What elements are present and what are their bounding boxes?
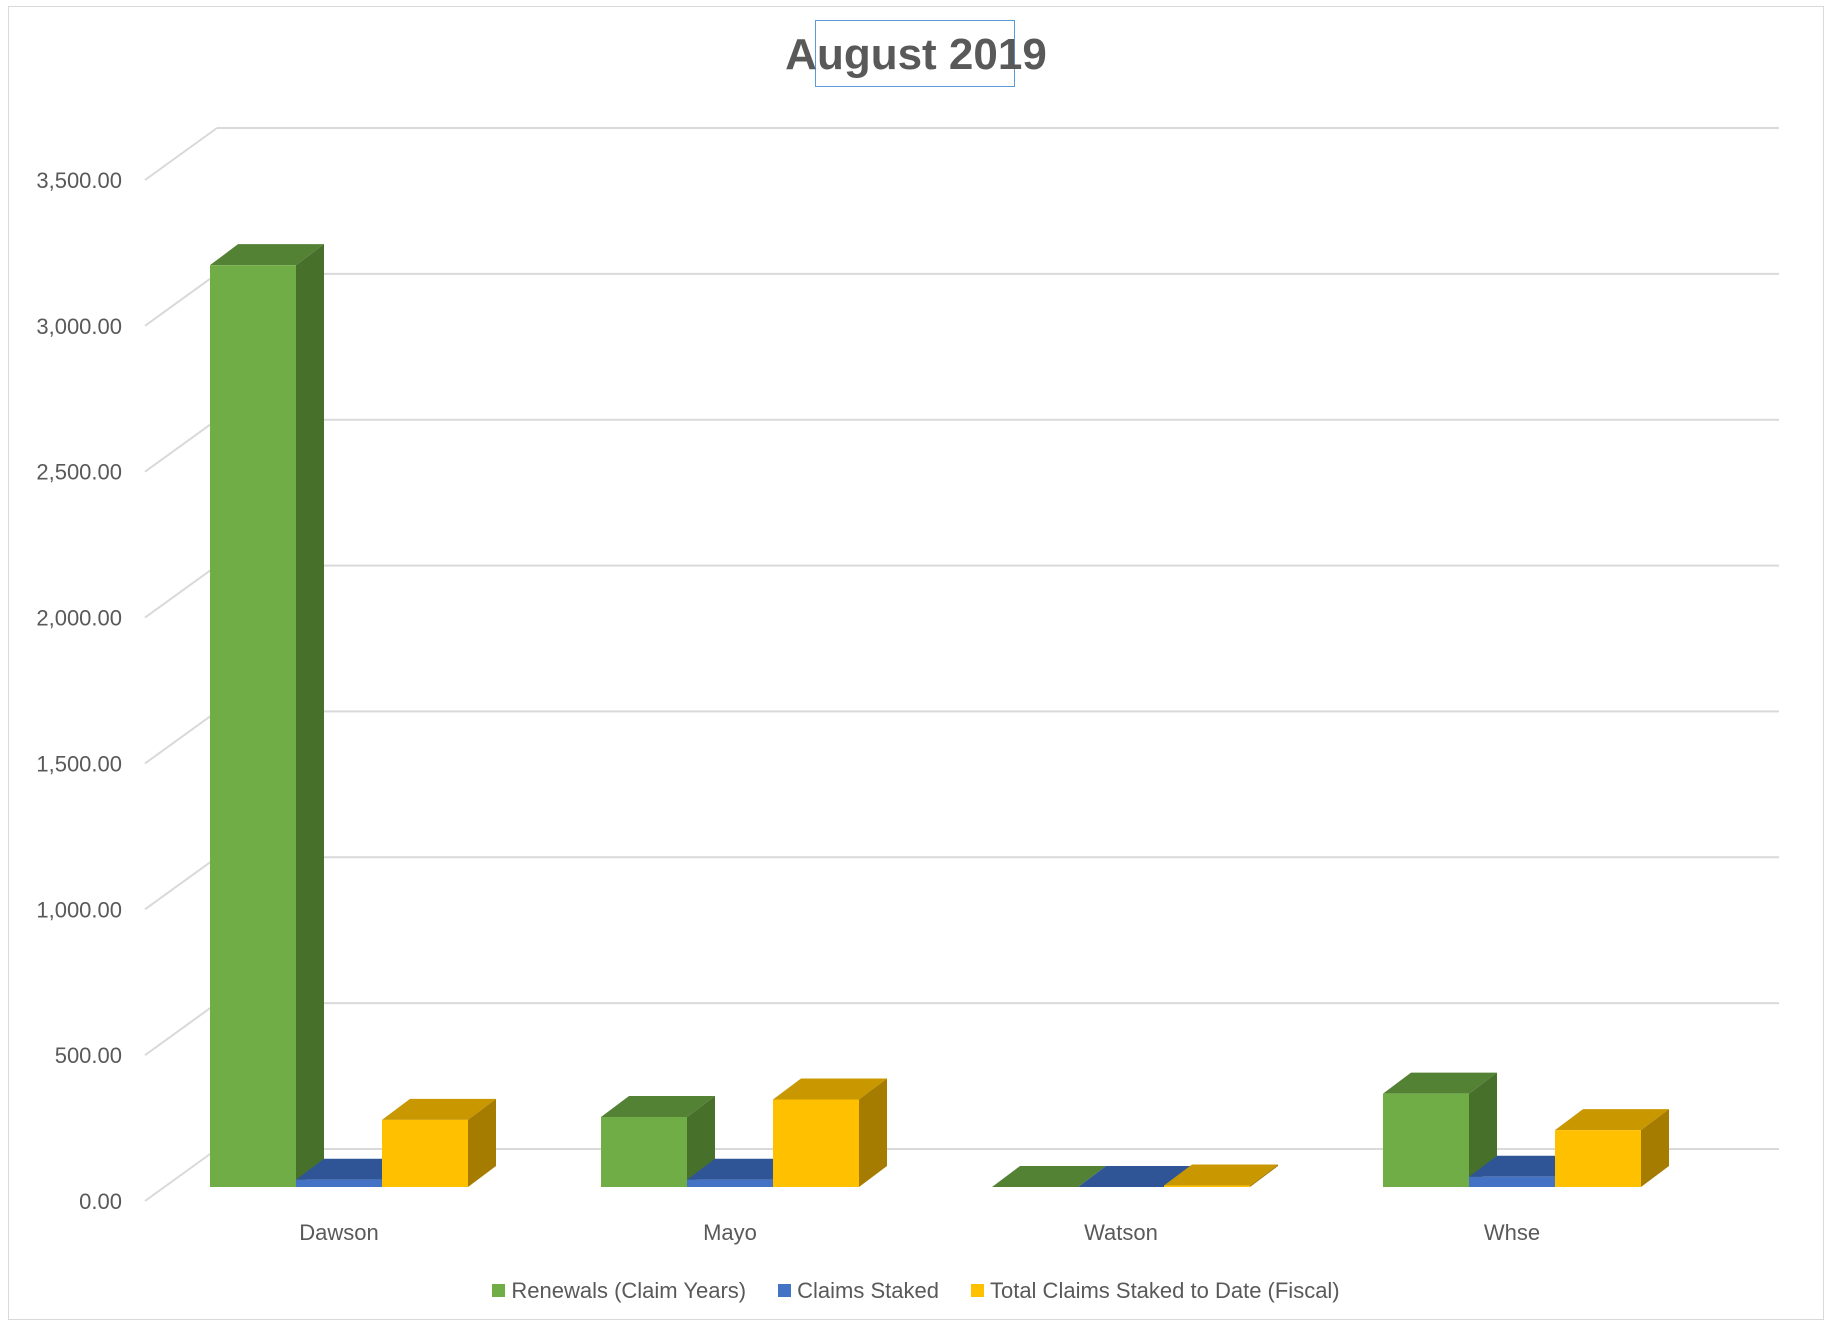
bar-top-face [1555,1109,1669,1131]
bar-dawson-1[interactable] [210,244,324,1187]
x-tick-label: Mayo [703,1220,757,1245]
legend-swatch [970,1284,984,1297]
bar-mayo-1[interactable] [601,1095,715,1187]
bars [210,244,1669,1187]
gridline-diagonal [144,418,218,473]
x-tick-label: Whse [1484,1220,1540,1245]
bar-side-face [859,1078,887,1187]
bar-front-face [687,1179,773,1187]
bar-top-face [773,1078,887,1100]
legend: Renewals (Claim Years) Claims Staked Total… [0,1277,1832,1304]
bar-top-face [1383,1072,1497,1094]
x-tick-label: Watson [1084,1220,1158,1245]
bar-watson-2[interactable] [1078,1166,1192,1187]
bar-mayo-3[interactable] [773,1078,887,1187]
legend-item-2[interactable]: Claims Staked [778,1278,939,1304]
gridline-diagonal [144,273,218,327]
bar-top-face [210,244,324,266]
bar-front-face [210,265,296,1187]
bar-front-face [1469,1176,1555,1187]
gridlines [144,127,1779,1202]
bar-watson-3[interactable] [1164,1164,1278,1187]
bar-whse-1[interactable] [1383,1072,1497,1187]
chart-title[interactable]: August 2019 [785,30,1047,79]
gridline-diagonal [144,564,218,619]
y-tick-label: 500.00 [55,1043,122,1068]
bar-watson-1[interactable] [992,1166,1106,1187]
legend-label: Total Claims Staked to Date (Fiscal) [989,1277,1340,1303]
y-tick-label: 2,500.00 [36,460,122,485]
bar-top-face [1164,1164,1278,1186]
bar-top-face [1078,1166,1192,1187]
bar-side-face [1250,1164,1278,1187]
gridline-diagonal [144,710,218,765]
legend-swatch [492,1284,506,1297]
y-axis-labels: 0.00 500.00 1,000.00 1,500.00 2,000.00 2,500.… [36,168,122,1214]
legend-swatch [778,1284,792,1297]
bar-side-face [468,1098,496,1187]
y-tick-label: 0.00 [79,1189,122,1214]
gridline-diagonal [144,127,218,181]
bar-top-face [1469,1155,1583,1177]
bar-front-face [1555,1130,1641,1187]
bar-front-face [773,1099,859,1187]
bar-side-face [296,244,324,1187]
bar-top-face [382,1098,496,1120]
bar-top-face [687,1158,801,1180]
bar-front-face [1164,1185,1250,1187]
bar-top-face [296,1158,410,1180]
gridline-diagonal [144,1002,218,1056]
bar-side-face [1641,1109,1669,1187]
y-tick-label: 1,000.00 [36,897,122,922]
y-tick-label: 2,000.00 [36,606,122,631]
y-tick-label: 1,500.00 [36,751,122,776]
legend-label: Renewals (Claim Years) [511,1277,747,1303]
bar-top-face [992,1166,1106,1187]
bar-top-face [601,1095,715,1117]
legend-item-3[interactable]: Total Claims Staked to Date (Fiscal) [970,1277,1340,1304]
bar-front-face [296,1179,382,1187]
bar-whse-3[interactable] [1555,1109,1669,1187]
x-axis-labels: Dawson Mayo Watson Whse [299,1220,1540,1245]
legend-label: Claims Staked [797,1277,939,1303]
y-tick-label: 3,000.00 [36,314,122,339]
bar-front-face [382,1119,468,1187]
x-tick-label: Dawson [299,1220,378,1245]
gridline-diagonal [144,856,218,911]
y-tick-label: 3,500.00 [36,168,122,193]
bar-front-face [1383,1093,1469,1187]
bar-front-face [601,1116,687,1187]
bar-dawson-3[interactable] [382,1098,496,1187]
bar-side-face [1469,1072,1497,1187]
legend-item-1[interactable]: Renewals (Claim Years) [492,1278,746,1304]
title-container: August 2019 [0,30,1832,80]
gridline-diagonal [144,1148,218,1202]
